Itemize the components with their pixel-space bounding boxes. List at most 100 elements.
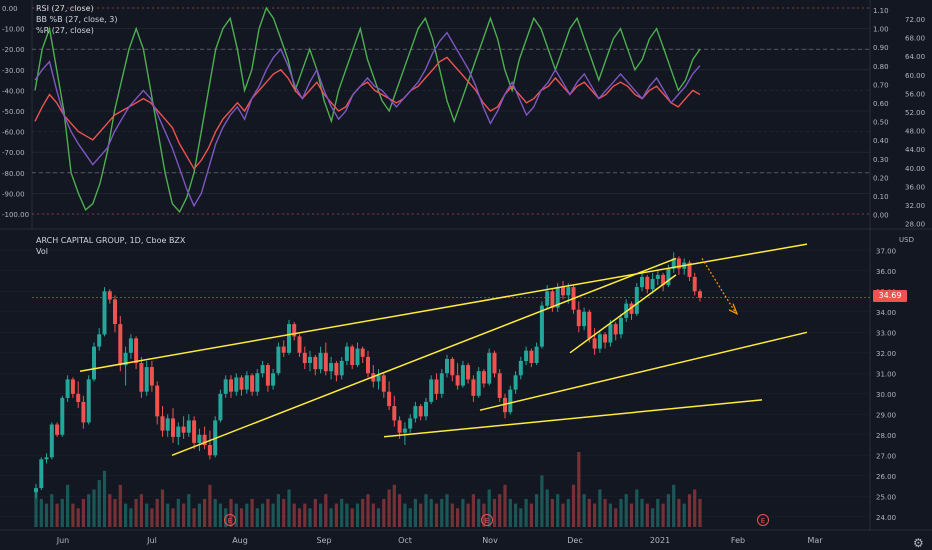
volume-bar: [598, 490, 601, 528]
volume-bar: [182, 504, 185, 527]
volume-bar: [667, 494, 670, 527]
candle-body: [87, 379, 91, 422]
volume-bar: [398, 494, 401, 527]
candle-body: [614, 324, 618, 334]
osc-right-tick-label: 0.60: [873, 100, 889, 108]
candle-body: [34, 488, 38, 492]
volume-bar: [440, 499, 443, 527]
volume-bar: [71, 504, 74, 527]
candle-body: [640, 277, 644, 287]
volume-bar: [419, 504, 422, 527]
candle-body: [487, 353, 491, 384]
volume-bar: [683, 504, 686, 527]
volume-bar: [393, 485, 396, 527]
volume-bar: [124, 504, 127, 527]
volume-bar: [619, 499, 622, 527]
volume-bar: [525, 499, 528, 527]
volume-bar: [324, 494, 327, 527]
earnings-marker-label: E: [761, 517, 765, 525]
candle-body: [350, 347, 354, 365]
volume-bar: [82, 499, 85, 527]
candle-body: [145, 367, 149, 392]
price-legend: ARCH CAPITAL GROUP, 1D, Cboe BZX Vol: [36, 235, 185, 257]
volume-bar: [651, 508, 654, 527]
candle-body: [171, 418, 175, 437]
candle-body: [577, 310, 581, 326]
time-axis-label: 2021: [650, 536, 670, 545]
volume-bar: [698, 499, 701, 527]
candle-body: [166, 418, 170, 430]
volume-bar: [535, 494, 538, 527]
volume-bar: [92, 490, 95, 528]
candle-body: [493, 353, 497, 374]
candle-body: [324, 353, 328, 371]
volume-bar: [646, 504, 649, 527]
bb-legend-label: BB %B (27, close, 3): [36, 14, 117, 25]
time-axis-label: Feb: [731, 536, 745, 545]
volume-bar: [477, 499, 480, 527]
volume-bar: [219, 504, 222, 527]
volume-bar: [251, 499, 254, 527]
volume-bar: [640, 499, 643, 527]
candle-body: [693, 277, 697, 291]
candle-body: [587, 312, 591, 339]
candle-body: [356, 349, 360, 365]
volume-label: Vol: [36, 246, 185, 257]
candle-body: [208, 445, 212, 455]
candle-body: [608, 324, 612, 342]
candle-body: [666, 269, 670, 285]
volume-bar: [208, 485, 211, 527]
candle-body: [45, 457, 49, 459]
volume-bar: [171, 508, 174, 527]
candle-body: [413, 406, 417, 418]
candle-body: [71, 379, 75, 393]
osc-left-tick-label: -50.00: [2, 108, 25, 116]
volume-bar: [361, 499, 364, 527]
candle-body: [197, 435, 201, 443]
volume-bar: [472, 494, 475, 527]
time-axis-label: Oct: [398, 536, 412, 545]
price-axis-tick-label: 26.00: [876, 473, 896, 481]
volume-bar: [240, 508, 243, 527]
candle-body: [593, 338, 597, 348]
osc-right-tick-label: 0.80: [873, 63, 889, 71]
volume-bar: [435, 504, 438, 527]
volume-bar: [272, 504, 275, 527]
volume-bar: [551, 499, 554, 527]
price-axis-tick-label: 30.00: [876, 391, 896, 399]
osc-left-tick-label: -70.00: [2, 149, 25, 157]
last-price-tag: 34.69: [873, 290, 907, 302]
price-axis-tick-label: 31.00: [876, 370, 896, 378]
candle-body: [129, 338, 133, 352]
candle-body: [450, 359, 454, 375]
osc-right-tick-label-2: 56.00: [905, 90, 925, 98]
candle-body: [192, 420, 196, 443]
volume-bar: [583, 494, 586, 527]
volume-bar: [235, 504, 238, 527]
volume-bar: [77, 508, 80, 527]
volume-bar: [282, 499, 285, 527]
volume-bar: [635, 490, 638, 528]
volume-bar: [388, 490, 391, 528]
volume-bar: [424, 494, 427, 527]
candle-body: [271, 373, 275, 385]
time-axis-label: Jul: [146, 536, 157, 545]
volume-bar: [503, 485, 506, 527]
candle-body: [313, 357, 317, 369]
candle-body: [118, 324, 122, 365]
candle-body: [282, 347, 286, 353]
osc-right-tick-label-2: 60.00: [905, 72, 925, 80]
candle-body: [561, 287, 565, 295]
volume-bar: [61, 499, 64, 527]
candle-body: [161, 416, 165, 430]
candle-body: [445, 359, 449, 373]
osc-right-tick-label-2: 36.00: [905, 183, 925, 191]
candle-body: [303, 353, 307, 363]
volume-bar: [193, 508, 196, 527]
volume-bar: [187, 494, 190, 527]
candle-body: [398, 420, 402, 432]
candle-body: [229, 379, 233, 391]
volume-bar: [340, 499, 343, 527]
gear-icon[interactable]: ⚙: [913, 536, 924, 550]
